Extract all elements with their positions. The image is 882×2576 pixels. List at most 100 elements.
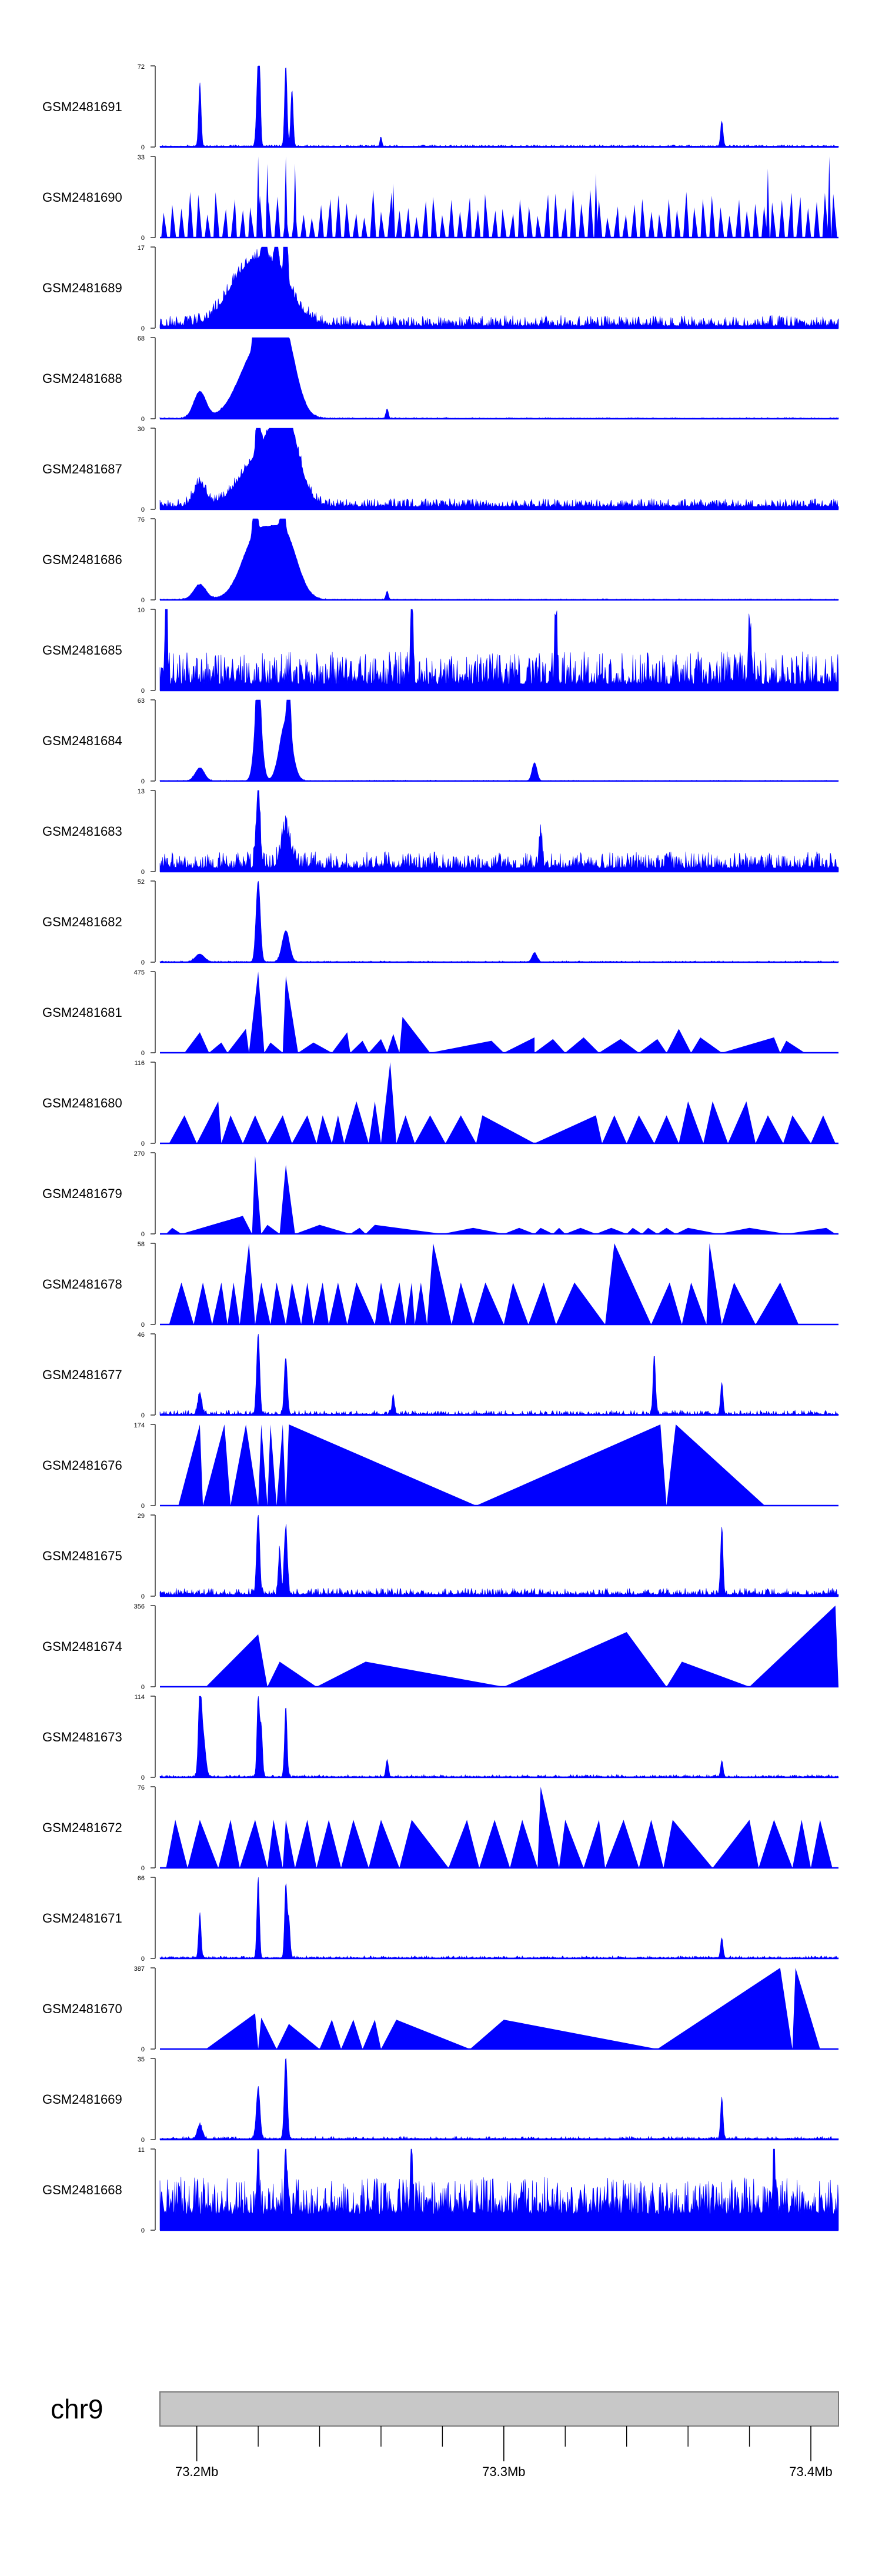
signal-triangle — [604, 217, 612, 238]
signal-span — [316, 1115, 332, 1143]
y-axis-min-label: 0 — [141, 597, 145, 604]
signal-triangle — [813, 202, 820, 238]
signal-triangle — [178, 208, 185, 238]
signal-span — [721, 1037, 780, 1053]
signal-triangle — [230, 199, 237, 238]
track-label: GSM2481677 — [42, 1367, 122, 1382]
track-GSM2481686: GSM2481686 76 0 — [42, 516, 839, 604]
track-GSM2481688: GSM2481688 68 0 — [42, 335, 839, 423]
y-axis-min-label: 0 — [141, 1503, 145, 1510]
signal-span — [706, 1243, 722, 1324]
y-axis-min-label: 0 — [141, 1865, 145, 1872]
signal-span — [166, 1227, 182, 1234]
signal-span — [181, 1216, 252, 1234]
signal-span — [679, 1101, 704, 1143]
signal-span — [510, 1820, 538, 1868]
signal-span — [534, 1039, 566, 1053]
signal-span — [503, 1631, 667, 1687]
signal-span — [242, 1115, 268, 1143]
signal-span — [169, 1115, 197, 1143]
signal-area — [159, 1333, 839, 1416]
signal-triangle — [570, 189, 576, 238]
signal-span — [780, 1040, 805, 1053]
signal-triangle — [691, 207, 699, 238]
track-GSM2481683: GSM2481683 13 0 — [42, 788, 839, 876]
signal-span — [476, 1424, 667, 1506]
signal-span — [676, 1227, 719, 1234]
signal-span — [239, 1820, 268, 1868]
signal-spike — [256, 156, 260, 238]
signal-triangle — [413, 216, 420, 238]
signal-triangle — [309, 218, 316, 238]
signal-triangle — [343, 203, 350, 238]
signal-span — [209, 1042, 228, 1053]
signal-span — [369, 1101, 381, 1143]
signal-triangle — [787, 192, 794, 238]
y-axis-min-label: 0 — [141, 1412, 145, 1419]
signal-span — [329, 1282, 348, 1324]
track-label: GSM2481685 — [42, 643, 122, 658]
y-axis-max-label: 72 — [138, 64, 145, 71]
signal-span — [792, 1820, 811, 1868]
track-label: GSM2481673 — [42, 1730, 122, 1744]
track-GSM2481678: GSM2481678 58 0 — [42, 1241, 838, 1329]
signal-span — [301, 1282, 314, 1324]
track-GSM2481687: GSM2481687 30 0 — [42, 426, 839, 513]
track-label: GSM2481671 — [42, 1911, 122, 1926]
signal-span — [316, 1820, 342, 1868]
signal-area — [159, 1514, 839, 1597]
signal-span — [666, 1424, 765, 1506]
signal-triangle — [457, 211, 463, 238]
y-axis-max-label: 63 — [138, 698, 145, 705]
signal-triangle — [709, 195, 716, 238]
signal-span — [399, 1016, 430, 1053]
signal-span — [344, 1101, 369, 1143]
signal-triangle — [187, 192, 193, 238]
signal-span — [316, 1661, 504, 1687]
signal-spike — [827, 156, 831, 238]
signal-span — [476, 1115, 535, 1143]
signal-span — [626, 1227, 642, 1234]
signal-span — [756, 1115, 784, 1143]
signal-triangle — [535, 216, 542, 238]
signal-span — [286, 1282, 302, 1324]
y-axis-min-label: 0 — [141, 1774, 145, 1781]
signal-spike — [284, 156, 288, 238]
y-axis-min-label: 0 — [141, 1140, 145, 1147]
y-axis-min-label: 0 — [141, 506, 145, 513]
y-axis-max-label: 76 — [138, 516, 145, 523]
track-GSM2481681: GSM2481681 475 0 — [42, 969, 838, 1057]
signal-triangle — [248, 207, 255, 238]
signal-triangle — [239, 210, 246, 238]
signal-span — [583, 1820, 606, 1868]
signal-span — [369, 1039, 387, 1053]
signal-span — [503, 1282, 529, 1324]
track-GSM2481675: GSM2481675 29 0 — [42, 1513, 839, 1600]
signal-triangle — [526, 206, 533, 238]
signal-span — [295, 1820, 317, 1868]
signal-triangle — [639, 199, 646, 238]
signal-triangle — [509, 213, 516, 238]
signal-span — [759, 1820, 793, 1868]
signal-triangle — [631, 204, 637, 238]
signal-span — [267, 1424, 277, 1506]
track-GSM2481670: GSM2481670 387 0 — [42, 1966, 838, 2053]
signal-triangle — [274, 196, 280, 238]
signal-area — [159, 1696, 839, 1778]
y-axis-max-label: 270 — [134, 1150, 145, 1157]
track-GSM2481682: GSM2481682 52 0 — [42, 879, 839, 966]
signal-triangle — [500, 209, 507, 238]
signal-span — [430, 1040, 504, 1053]
signal-span — [642, 1227, 657, 1234]
y-axis-max-label: 13 — [138, 788, 145, 795]
track-label: GSM2481686 — [42, 552, 122, 567]
signal-span — [380, 2020, 470, 2049]
signal-area — [159, 246, 839, 329]
signal-span — [365, 1224, 443, 1234]
track-label: GSM2481680 — [42, 1096, 122, 1110]
signal-span — [270, 1282, 286, 1324]
signal-triangle — [222, 209, 229, 238]
track-label: GSM2481675 — [42, 1549, 122, 1563]
signal-span — [605, 1243, 652, 1324]
